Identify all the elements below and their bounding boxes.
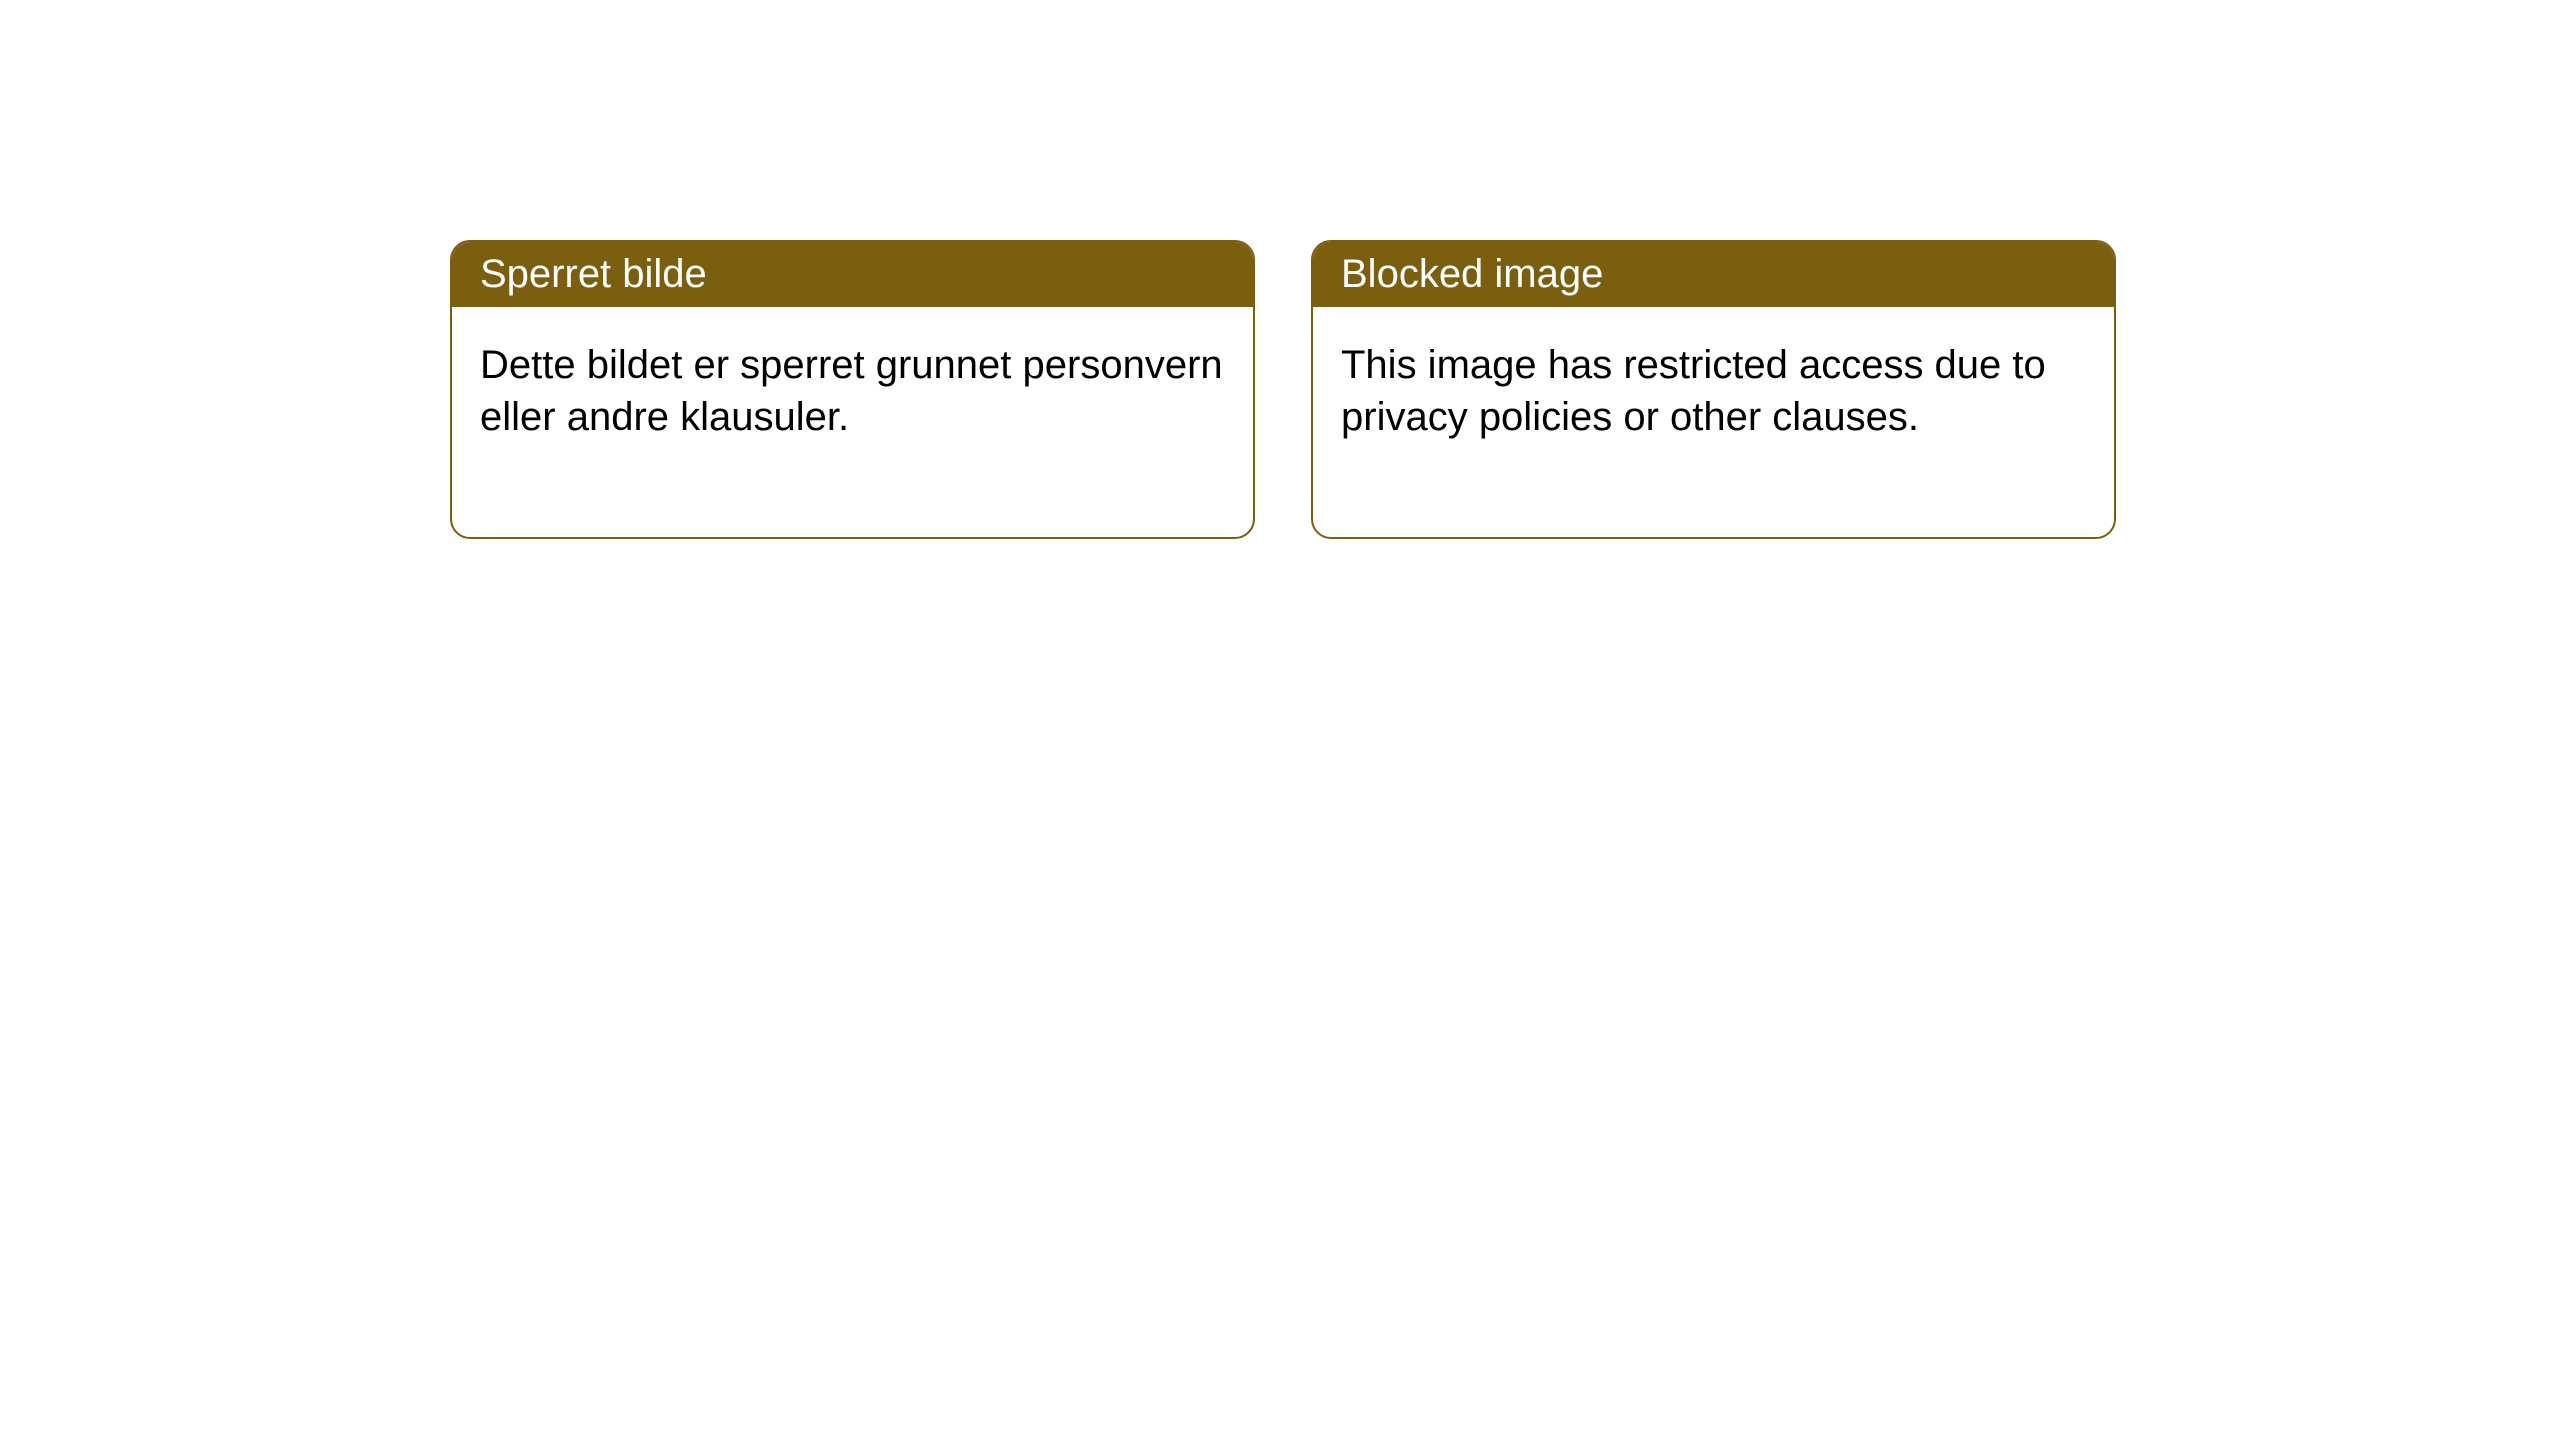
notice-box-english: Blocked image This image has restricted …	[1311, 240, 2116, 539]
notice-body: This image has restricted access due to …	[1313, 307, 2114, 537]
notice-header: Blocked image	[1313, 242, 2114, 307]
notice-body: Dette bildet er sperret grunnet personve…	[452, 307, 1253, 537]
notice-box-norwegian: Sperret bilde Dette bildet er sperret gr…	[450, 240, 1255, 539]
notice-container: Sperret bilde Dette bildet er sperret gr…	[0, 0, 2560, 539]
notice-header: Sperret bilde	[452, 242, 1253, 307]
